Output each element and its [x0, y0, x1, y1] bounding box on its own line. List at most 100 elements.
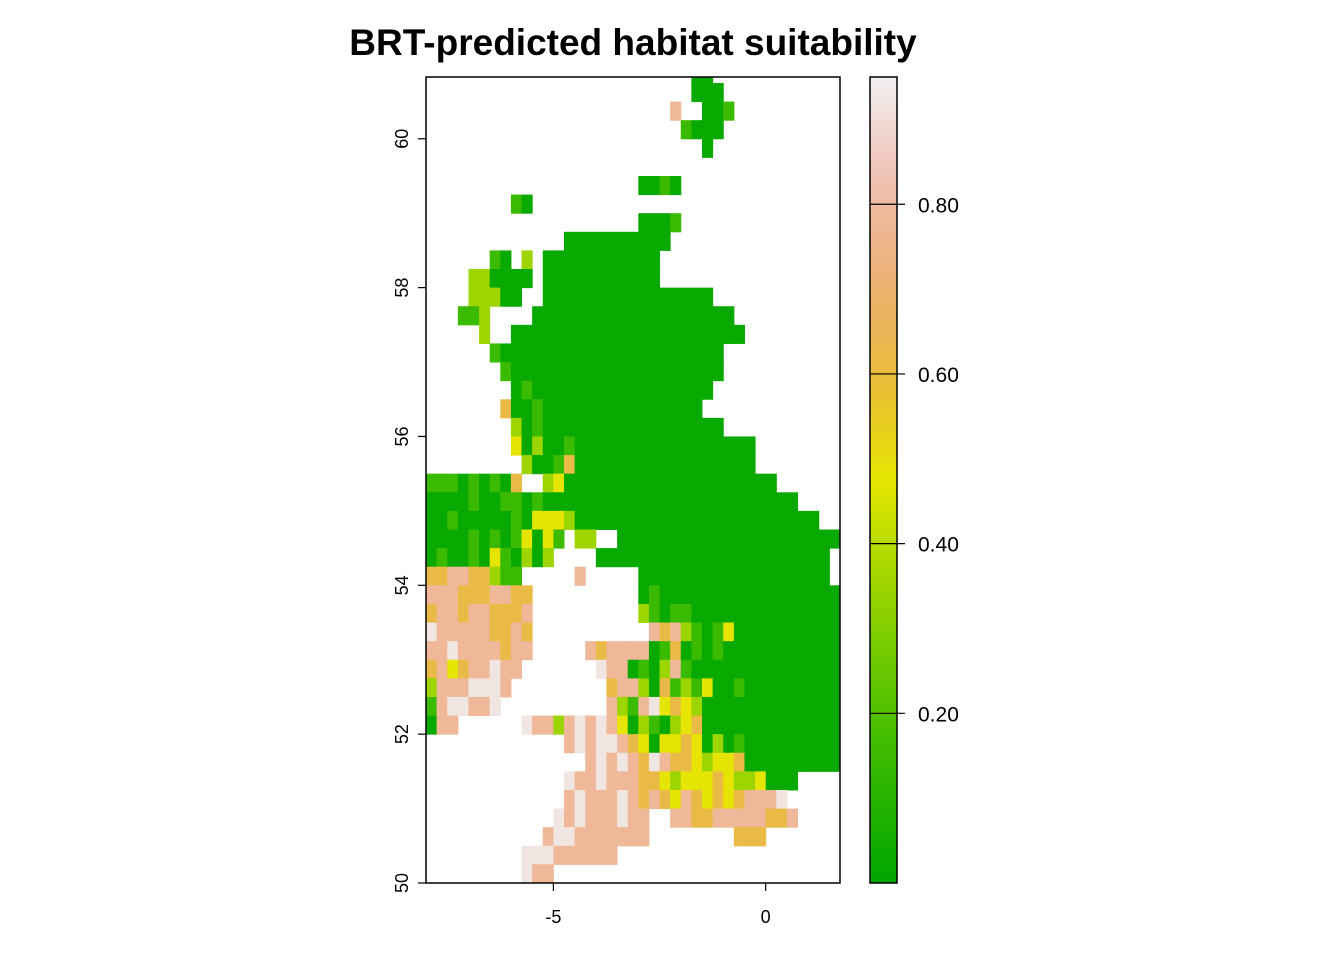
raster-cell — [786, 641, 799, 661]
raster-cell — [532, 417, 544, 437]
raster-cell — [723, 510, 735, 530]
raster-cell — [670, 343, 682, 363]
raster-cell — [627, 771, 639, 791]
raster-cell — [818, 678, 830, 698]
raster-cell — [510, 473, 523, 493]
raster-cell — [468, 306, 480, 326]
raster-cell — [447, 510, 459, 530]
raster-cell — [436, 715, 448, 735]
raster-cell — [659, 306, 671, 326]
raster-cell — [574, 343, 586, 363]
raster-cell — [532, 343, 544, 363]
raster-cell — [648, 473, 661, 493]
raster-cell — [436, 622, 448, 642]
raster-cell — [426, 529, 438, 549]
raster-cell — [776, 771, 788, 791]
raster-cell — [659, 734, 671, 754]
raster-cell — [648, 417, 661, 437]
raster-cell — [638, 231, 650, 251]
raster-cell — [468, 269, 480, 289]
raster-cell — [659, 603, 671, 624]
raster-cell — [670, 659, 682, 679]
raster-cell — [808, 548, 820, 568]
raster-cell — [765, 678, 777, 698]
raster-cell — [723, 529, 735, 549]
raster-cell — [680, 120, 692, 140]
raster-cell — [776, 548, 788, 568]
raster-cell — [786, 696, 799, 717]
raster-cell — [585, 808, 597, 828]
raster-cell — [595, 752, 607, 772]
raster-cell — [457, 306, 469, 326]
raster-cell — [627, 231, 639, 251]
raster-cell — [808, 696, 820, 717]
raster-cell — [691, 603, 703, 624]
raster-cell — [595, 287, 607, 307]
raster-cell — [786, 548, 799, 568]
raster-cell — [733, 808, 745, 828]
raster-cell — [489, 696, 501, 717]
raster-cell — [755, 641, 767, 661]
raster-cell — [712, 343, 724, 363]
raster-cell — [818, 622, 830, 642]
raster-cell — [680, 808, 692, 828]
raster-cell — [532, 306, 544, 326]
raster-cell — [574, 808, 586, 828]
raster-cell — [638, 250, 650, 270]
raster-cell — [702, 603, 714, 624]
raster-cell — [638, 492, 650, 512]
raster-cell — [670, 603, 682, 624]
raster-cell — [829, 734, 840, 754]
raster-cell — [426, 622, 438, 642]
raster-cell — [808, 678, 820, 698]
raster-cell — [765, 752, 777, 772]
raster-cell — [627, 529, 639, 549]
raster-cell — [776, 641, 788, 661]
raster-cell — [521, 845, 533, 865]
raster-cell — [489, 641, 501, 661]
raster-cell — [426, 641, 438, 661]
raster-cell — [479, 529, 491, 549]
raster-cell — [447, 473, 459, 493]
raster-cell — [659, 659, 671, 679]
raster-cell — [691, 678, 703, 698]
raster-cell — [659, 455, 671, 475]
raster-cell — [595, 380, 607, 400]
raster-cell — [436, 659, 448, 679]
raster-cell — [733, 678, 745, 698]
raster-cell — [670, 566, 682, 586]
raster-cell — [818, 696, 830, 717]
raster-cell — [659, 436, 671, 456]
raster-cell — [638, 343, 650, 363]
raster-cell — [585, 250, 597, 270]
raster-cell — [808, 752, 820, 772]
raster-cell — [702, 696, 714, 717]
raster-cell — [500, 659, 512, 679]
raster-cell — [479, 659, 491, 679]
raster-cell — [606, 845, 618, 865]
raster-cell — [851, 697, 862, 716]
raster-cell — [606, 250, 618, 270]
raster-cell — [510, 399, 523, 419]
raster-cell — [553, 362, 565, 382]
raster-cell — [733, 715, 745, 735]
raster-cell — [468, 548, 480, 568]
raster-cell — [829, 696, 840, 717]
raster-cell — [553, 845, 565, 865]
raster-cell — [691, 566, 703, 586]
raster-cell — [457, 659, 469, 679]
raster-cell — [691, 510, 703, 530]
raster-cell — [489, 473, 501, 493]
raster-cell — [659, 417, 671, 437]
raster-cell — [553, 250, 565, 270]
raster-cell — [553, 399, 565, 419]
raster-cell — [521, 417, 533, 437]
raster-cell — [436, 548, 448, 568]
raster-cell — [553, 808, 565, 828]
raster-cell — [564, 362, 576, 382]
raster-cell — [712, 417, 724, 437]
raster-cell — [702, 77, 714, 84]
raster-cell — [479, 548, 491, 568]
raster-cell — [436, 585, 448, 605]
raster-cell — [786, 678, 799, 698]
